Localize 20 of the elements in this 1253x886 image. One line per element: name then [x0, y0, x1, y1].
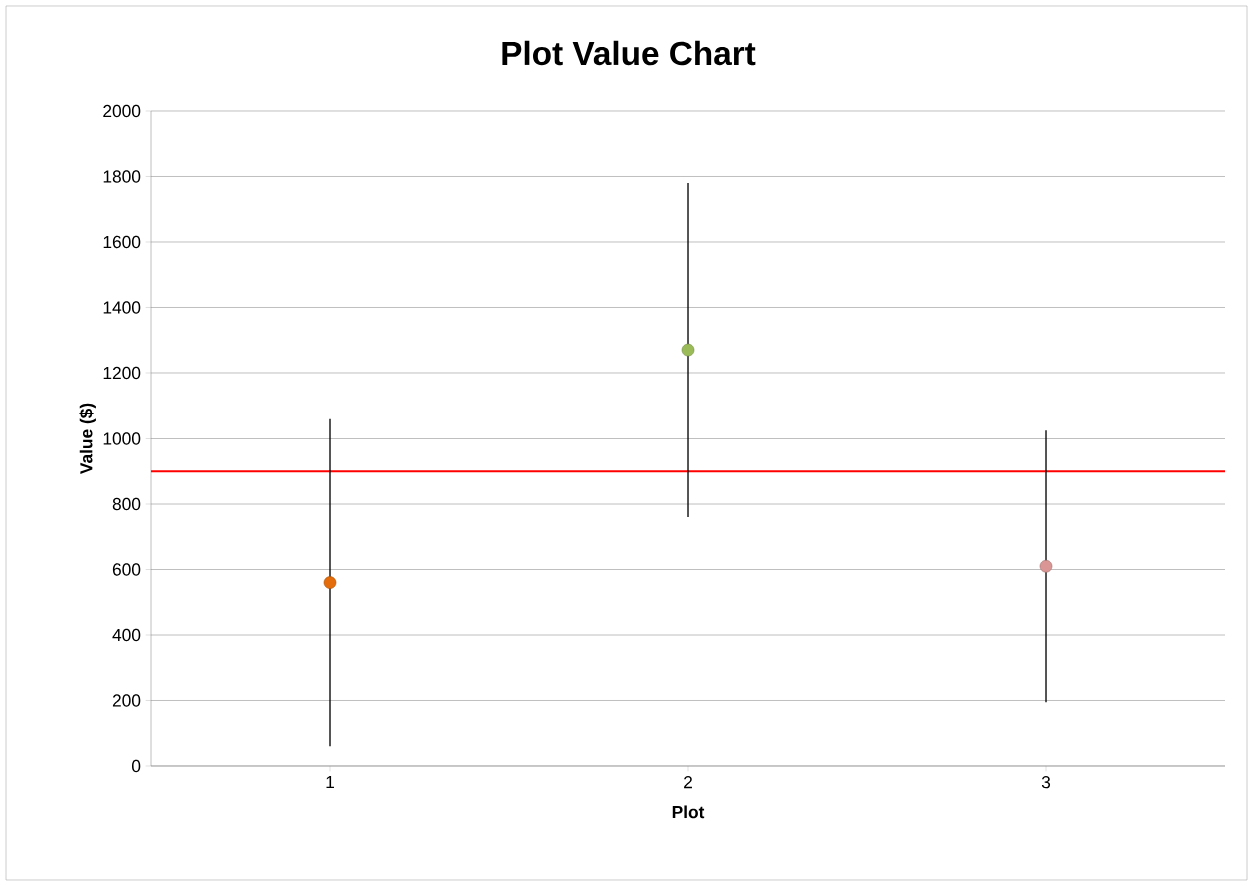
y-tick-label: 1000: [103, 432, 141, 445]
y-axis-title: Value ($): [79, 403, 96, 475]
y-tick-label: 0: [131, 759, 141, 773]
y-tick-label: 800: [112, 497, 141, 511]
y-tick-label: 600: [112, 563, 141, 576]
x-tick-label: 2: [684, 776, 692, 789]
point: [323, 576, 337, 589]
y-tick-label: 1400: [103, 301, 141, 314]
x-tick-label: 1: [326, 776, 334, 788]
y-tick-label: 400: [112, 628, 141, 642]
x-axis-title: Plot: [672, 805, 705, 819]
y-tick-label: 2000: [103, 104, 141, 118]
point: [681, 343, 695, 357]
y-tick-label: 1200: [103, 366, 141, 380]
y-tick-label: 1800: [103, 170, 141, 183]
y-tick-label: 200: [112, 694, 141, 707]
chart-title: Plot Value Chart: [502, 40, 756, 66]
x-tick-label: 3: [1041, 776, 1051, 789]
point: [1039, 559, 1053, 573]
y-tick-label: 1600: [103, 235, 141, 249]
